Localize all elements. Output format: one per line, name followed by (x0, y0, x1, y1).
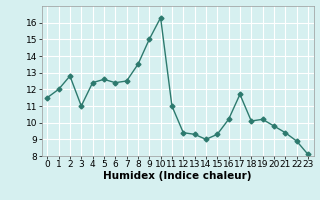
X-axis label: Humidex (Indice chaleur): Humidex (Indice chaleur) (103, 171, 252, 181)
